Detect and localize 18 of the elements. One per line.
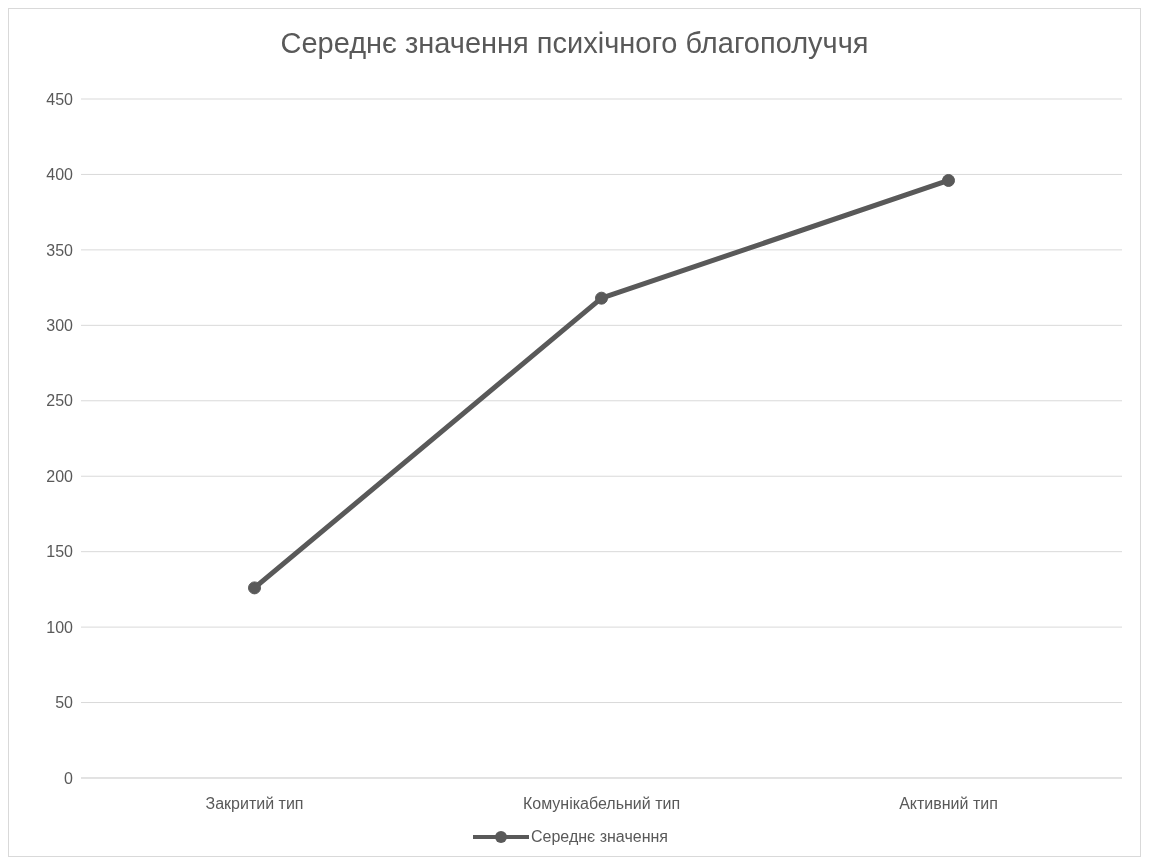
point [248,581,261,595]
x-tick-label: Закритий тип [205,795,304,813]
legend-label: Середнє значення [531,828,668,846]
y-tick-label: 100 [46,618,74,636]
y-tick-label: 250 [46,392,74,410]
x-tick-label: Активний тип [899,795,998,813]
y-tick-label: 50 [55,694,74,712]
y-tick-label: 450 [46,90,74,108]
chart-title: Середнє значення психічного благополуччя [279,26,870,61]
y-tick-label: 0 [64,769,74,787]
point [595,291,608,305]
point [942,173,955,187]
y-tick-label: 200 [46,467,74,485]
y-tick-label: 350 [46,241,74,259]
y-tick-label: 150 [46,543,74,561]
y-tick-label: 300 [46,317,74,335]
x-tick-label: Комунікабельний тип [522,795,681,813]
y-tick-label: 400 [46,166,74,184]
